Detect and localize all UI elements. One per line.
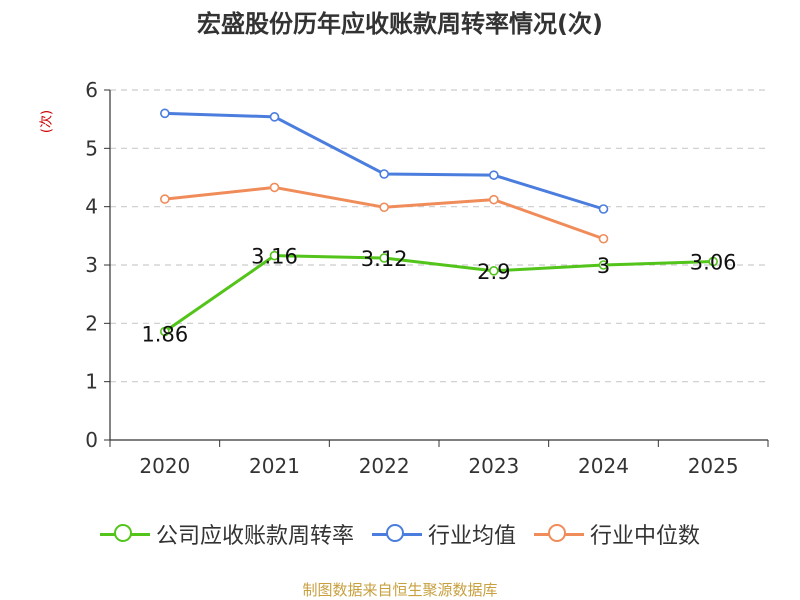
y-tick-label-2: 2 xyxy=(85,311,98,335)
legend-item-industry-mean[interactable]: 行业均值 xyxy=(371,518,516,550)
legend-item-company[interactable]: 公司应收账款周转率 xyxy=(99,518,354,550)
series-1-point-2023 xyxy=(489,170,499,180)
series-1-point-2022 xyxy=(379,169,389,179)
y-tick-label-6: 6 xyxy=(85,78,98,102)
series-line-0 xyxy=(163,254,714,333)
data-source-footer: 制图数据来自恒生聚源数据库 xyxy=(302,581,498,599)
series-line-2 xyxy=(164,185,605,241)
series-2-point-2020 xyxy=(160,194,170,204)
x-tick-label-2022: 2022 xyxy=(359,454,410,478)
series-0-point-2022 xyxy=(379,253,389,263)
y-tick-label-1: 1 xyxy=(85,370,98,394)
legend-label-company: 公司应收账款周转率 xyxy=(155,524,354,549)
y-tick-label-3: 3 xyxy=(85,253,98,277)
data-label-2022: 3.12 xyxy=(361,247,408,271)
legend-swatch-industry-median xyxy=(534,524,584,544)
x-tick-label-2020: 2020 xyxy=(139,454,190,478)
x-tick-label-2024: 2024 xyxy=(578,454,629,478)
x-tick-label-2021: 2021 xyxy=(249,454,300,478)
x-tick-label-2023: 2023 xyxy=(468,454,519,478)
series-0-point-2024 xyxy=(598,260,609,270)
series-2-point-2021 xyxy=(269,182,280,193)
series-2-point-2024 xyxy=(598,233,609,244)
y-tick-label-4: 4 xyxy=(85,195,98,219)
legend-swatch-company xyxy=(99,524,150,544)
data-label-2025: 3.06 xyxy=(690,251,737,275)
legend-swatch-industry-mean xyxy=(371,524,422,544)
series-1-point-2024 xyxy=(598,204,609,214)
legend-label-industry-median: 行业中位数 xyxy=(590,524,701,549)
legend-item-industry-median[interactable]: 行业中位数 xyxy=(534,518,700,550)
data-label-2024: 3 xyxy=(597,254,610,278)
y-tick-label-0: 0 xyxy=(85,428,98,452)
series-1-point-2020 xyxy=(160,108,170,119)
series-0-point-2023 xyxy=(489,266,499,276)
series-1-point-2021 xyxy=(269,112,280,122)
series-0-point-2025 xyxy=(708,256,718,267)
series-2-point-2023 xyxy=(489,194,499,205)
legend: 公司应收账款周转率 行业均值 行业中位数 xyxy=(0,518,800,550)
x-tick-label-2025: 2025 xyxy=(688,454,739,478)
series-0-point-2020 xyxy=(160,326,170,337)
y-tick-label-5: 5 xyxy=(85,136,98,160)
legend-label-industry-mean: 行业均值 xyxy=(427,524,516,549)
data-label-2023: 2.9 xyxy=(477,260,510,284)
data-label-2021: 3.16 xyxy=(251,245,298,269)
series-line-1 xyxy=(164,111,604,211)
chart-title: 宏盛股份历年应收账款周转率情况(次) xyxy=(197,10,603,38)
line-chart: 0 1 2 3 4 5 6 2020 2021 2022 2023 2024 2025 1.86 3.16 3… xyxy=(85,78,769,478)
series-2-point-2022 xyxy=(379,202,389,213)
data-label-2020: 1.86 xyxy=(141,323,188,347)
series-0-point-2021 xyxy=(269,250,280,261)
